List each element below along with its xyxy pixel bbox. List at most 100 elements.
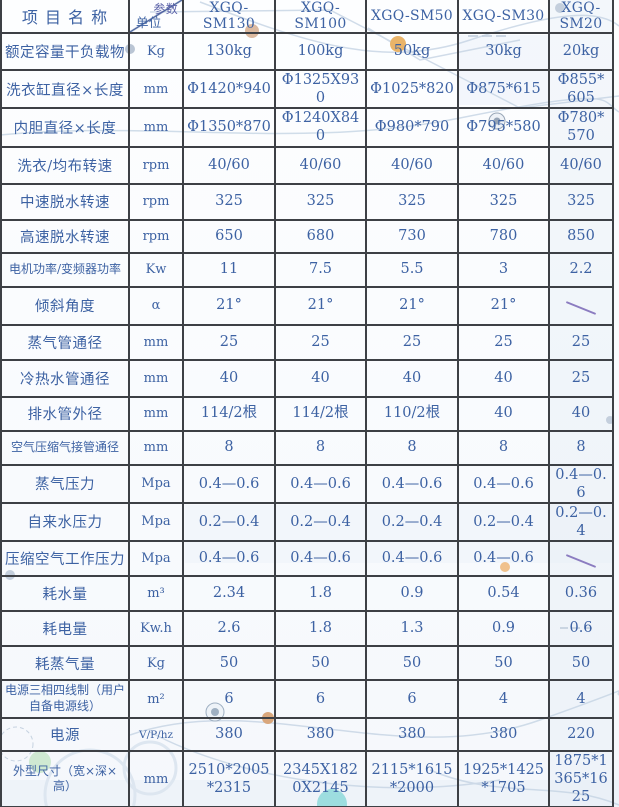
value-cell: 0.4—0.6 bbox=[365, 463, 459, 504]
value-cell: 21° bbox=[274, 285, 367, 326]
value-cell: 0.2—0.4 bbox=[274, 501, 367, 543]
row-label: 中速脱水转速 bbox=[0, 182, 130, 221]
value-cell: 730 bbox=[365, 218, 459, 254]
value-cell: 25 bbox=[182, 323, 276, 361]
header-row: 项 目 名 称参数 单位 XGQ-SM130 XGQ-SM100 XGQ-SM50 XGQ… bbox=[0, 0, 614, 34]
row-label: 空气压缩气接管通径 bbox=[0, 429, 130, 466]
value-cell: 1925*1425*1705 bbox=[457, 749, 550, 807]
model-column-header: XGQ-SM20 bbox=[548, 0, 614, 34]
unit-cell: mm bbox=[128, 395, 184, 432]
unit-cell: mm bbox=[128, 358, 184, 398]
value-cell: 40 bbox=[365, 358, 459, 398]
value-cell: 2.2 bbox=[548, 251, 614, 288]
value-cell-not-applicable bbox=[548, 540, 614, 577]
value-cell: 4 bbox=[457, 679, 550, 719]
value-cell: 30kg bbox=[457, 32, 550, 71]
row-label: 电源三相四线制（用户自备电源线） bbox=[0, 679, 130, 719]
value-cell: 325 bbox=[548, 182, 614, 221]
table-row: 蒸气压力 Mpa 0.4—0.6 0.4—0.6 0.4—0.6 0.4—0.6 0.4—0… bbox=[0, 463, 614, 504]
row-label: 额定容量干负载物 bbox=[0, 32, 130, 71]
parameter-unit-corner-cell: 参数 单位 bbox=[128, 0, 184, 34]
unit-cell: α bbox=[128, 285, 184, 326]
table-row: 自来水压力 Mpa 0.2—0.4 0.2—0.4 0.2—0.4 0.2—0.4 0.2—… bbox=[0, 501, 614, 543]
table-row: 电源三相四线制（用户自备电源线） m² 6 6 6 4 4 bbox=[0, 679, 614, 719]
value-cell: 0.4—0.6 bbox=[274, 463, 367, 504]
table-row: 内胆直径×长度 mm Φ1350*870 Φ1240X840 Φ980*790 Φ795*… bbox=[0, 107, 614, 148]
value-cell: 1.8 bbox=[274, 610, 367, 647]
spec-table-body: 额定容量干负载物 Kg 130kg 100kg 50kg 30kg 20kg 洗衣缸直径×长度… bbox=[0, 32, 614, 807]
value-cell: 114/2根 bbox=[182, 395, 276, 432]
value-cell: 25 bbox=[457, 323, 550, 361]
value-cell: 50 bbox=[365, 645, 459, 681]
row-label: 耗水量 bbox=[0, 575, 130, 612]
value-cell: 11 bbox=[182, 251, 276, 288]
value-cell: 8 bbox=[365, 429, 459, 466]
table-row: 中速脱水转速 rpm 325 325 325 325 325 bbox=[0, 182, 614, 221]
value-cell: 0.4—0.6 bbox=[457, 540, 550, 577]
table-row: 冷热水管通径 mm 40 40 40 40 25 bbox=[0, 358, 614, 398]
value-cell: Φ980*790 bbox=[365, 107, 459, 148]
value-cell: 850 bbox=[548, 218, 614, 254]
na-slash bbox=[565, 554, 597, 569]
table-row: 外型尺寸（宽×深×高） mm 2510*2005*2315 2345X1820X214… bbox=[0, 749, 614, 807]
value-cell: 110/2根 bbox=[365, 395, 459, 432]
model-column-header: XGQ-SM100 bbox=[274, 0, 367, 34]
value-cell: 21° bbox=[457, 285, 550, 326]
value-cell: Φ1350*870 bbox=[182, 107, 276, 148]
value-cell: Φ1325X930 bbox=[274, 68, 367, 110]
value-cell: 325 bbox=[457, 182, 550, 221]
spec-table-head: 项 目 名 称参数 单位 XGQ-SM130 XGQ-SM100 XGQ-SM50 XGQ… bbox=[0, 0, 614, 34]
table-row: 空气压缩气接管通径 mm 8 8 8 8 8 bbox=[0, 429, 614, 466]
value-cell: 50 bbox=[182, 645, 276, 681]
corner-unit-label: 单位 bbox=[136, 15, 162, 30]
value-cell: 50 bbox=[274, 645, 367, 681]
value-cell: 40/60 bbox=[548, 145, 614, 185]
row-label: 排水管外径 bbox=[0, 395, 130, 432]
row-label: 蒸气压力 bbox=[0, 463, 130, 504]
value-cell: 680 bbox=[274, 218, 367, 254]
model-column-header: XGQ-SM30 bbox=[457, 0, 550, 34]
unit-cell: m³ bbox=[128, 575, 184, 612]
unit-cell: Kg bbox=[128, 32, 184, 71]
value-cell: 8 bbox=[548, 429, 614, 466]
value-cell: 40/60 bbox=[182, 145, 276, 185]
unit-cell: mm bbox=[128, 68, 184, 110]
value-cell: 6 bbox=[365, 679, 459, 719]
value-cell: 0.4—0.6 bbox=[182, 540, 276, 577]
value-cell: 0.4—0.6 bbox=[457, 463, 550, 504]
table-row: 高速脱水转速 rpm 650 680 730 780 850 bbox=[0, 218, 614, 254]
value-cell: 0.2—0.4 bbox=[548, 501, 614, 543]
value-cell: 0.4—0.6 bbox=[274, 540, 367, 577]
value-cell: 50kg bbox=[365, 32, 459, 71]
value-cell: 5.5 bbox=[365, 251, 459, 288]
value-cell: 0.9 bbox=[457, 610, 550, 647]
table-row: 洗衣/均布转速 rpm 40/60 40/60 40/60 40/60 40/60 bbox=[0, 145, 614, 185]
row-label: 电机功率/变频器功率 bbox=[0, 251, 130, 288]
value-cell: 380 bbox=[457, 717, 550, 752]
value-cell: 325 bbox=[274, 182, 367, 221]
value-cell: 40/60 bbox=[274, 145, 367, 185]
value-cell: 6 bbox=[182, 679, 276, 719]
value-cell: 8 bbox=[274, 429, 367, 466]
row-label: 洗衣缸直径×长度 bbox=[0, 68, 130, 110]
value-cell: 25 bbox=[365, 323, 459, 361]
row-label: 外型尺寸（宽×深×高） bbox=[0, 749, 130, 807]
value-cell: 40 bbox=[274, 358, 367, 398]
na-slash bbox=[565, 301, 597, 316]
table-row: 耗蒸气量 Kg 50 50 50 50 50 bbox=[0, 645, 614, 681]
value-cell: 25 bbox=[548, 358, 614, 398]
unit-cell: rpm bbox=[128, 218, 184, 254]
value-cell: 1.8 bbox=[274, 575, 367, 612]
value-cell: 7.5 bbox=[274, 251, 367, 288]
unit-cell: m² bbox=[128, 679, 184, 719]
value-cell: 8 bbox=[457, 429, 550, 466]
value-cell: 100kg bbox=[274, 32, 367, 71]
value-cell: 6 bbox=[274, 679, 367, 719]
value-cell: 220 bbox=[548, 717, 614, 752]
value-cell: Φ1025*820 bbox=[365, 68, 459, 110]
value-cell: 40 bbox=[457, 395, 550, 432]
value-cell: 50 bbox=[457, 645, 550, 681]
value-cell: 40/60 bbox=[457, 145, 550, 185]
value-cell: 50 bbox=[548, 645, 614, 681]
